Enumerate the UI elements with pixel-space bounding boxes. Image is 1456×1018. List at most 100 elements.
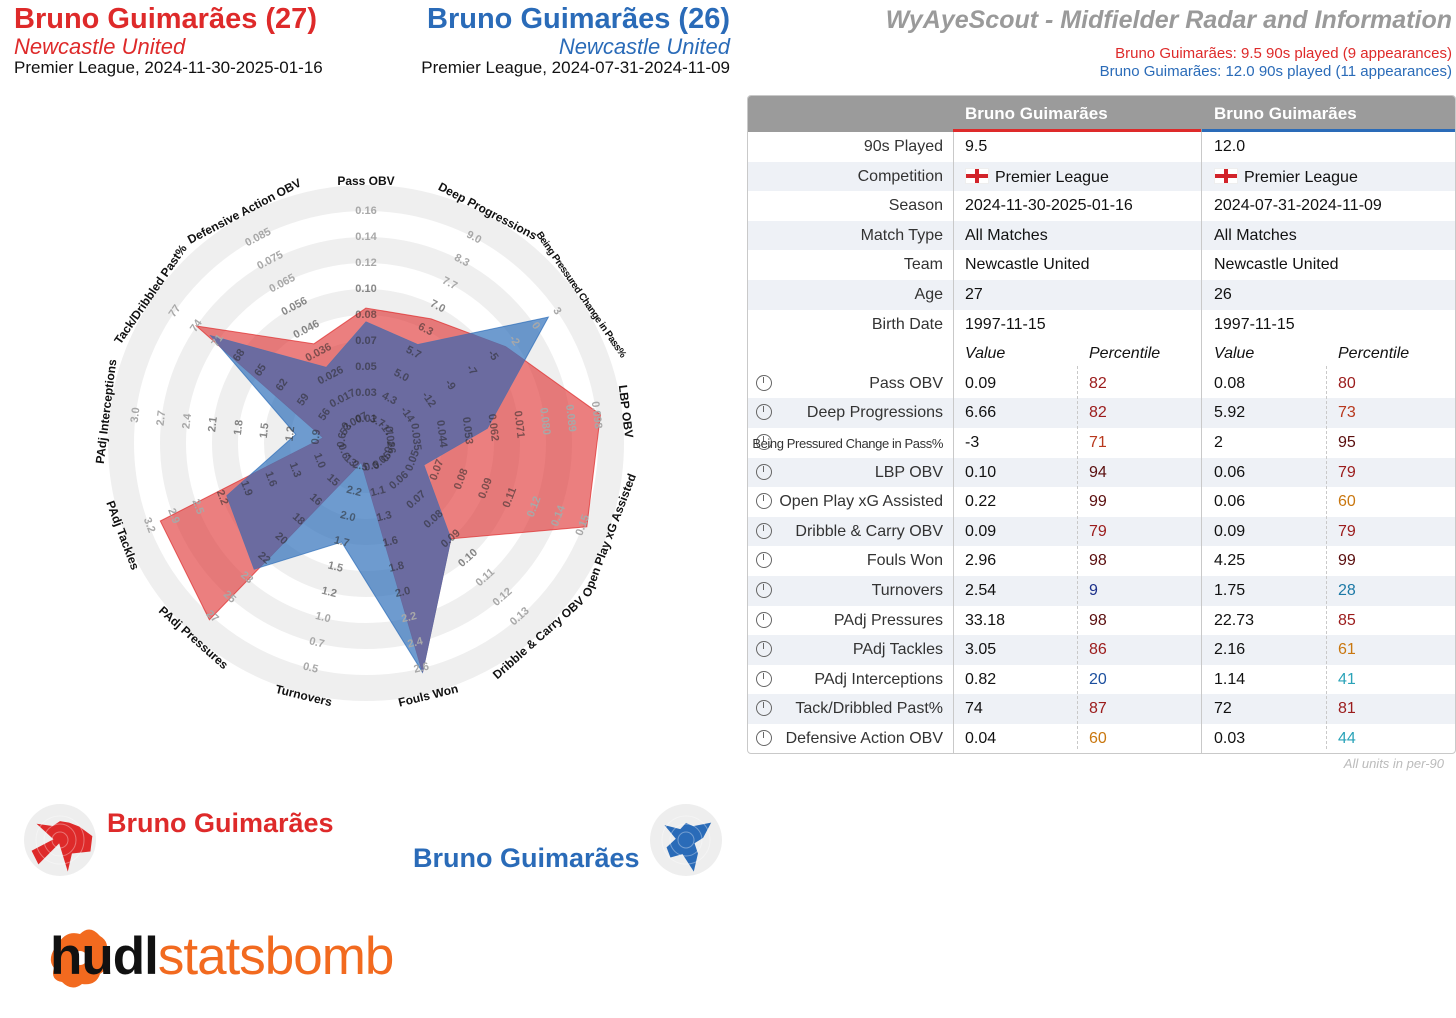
radar-tick-label: 1.5 [258,422,272,439]
radar-tick-label: 1.8 [232,419,246,436]
player2-percentile: 95 [1338,433,1356,451]
radar-tick-label: 68 [231,347,248,364]
radar-tick-label: 3 [550,305,563,317]
radar-tick-label: 0.16 [355,205,376,217]
player2-value: 2024-07-31-2024-11-09 [1214,197,1382,215]
player1-percentile: 99 [1089,493,1107,511]
radar-tick-label: 0.053 [460,416,475,445]
row-label: LBP OBV [874,463,943,481]
radar-tick-label: 2.0 [394,585,412,600]
player1-percentile: 9 [1089,581,1098,599]
percentile-dial-icon [756,581,772,598]
player2-value-text: Newcastle United [1214,256,1339,274]
row-label: Team [903,256,943,274]
radar-tick-label: 2.7 [155,410,169,427]
table-dashed-divider [1077,366,1078,750]
player1-value: 3.05 [965,641,997,659]
radar-tick-label: 0.12 [355,257,376,269]
radar-tick-label: 0.089 [563,404,578,433]
player1-played-summary: Bruno Guimarães: 9.5 90s played (9 appea… [1115,45,1452,62]
legend-player2-label: Bruno Guimarães [413,843,640,873]
table-row: PAdj Interceptions 0.82 20 1.14 41 [748,665,1455,695]
player1-value: 2024-11-30-2025-01-16 [965,197,1133,215]
radar-tick-label: 0.05 [355,361,376,373]
radar-tick-label: 1.1 [369,484,387,499]
radar-tick-label: 2.6 [413,661,431,676]
player1-percentile-header: Percentile [1089,345,1161,363]
units-footnote: All units in per-90 [1343,756,1444,771]
radar-tick-label: 71 [209,332,226,349]
radar-tick-label: 1.7 [333,534,351,549]
table-row: Defensive Action OBV 0.04 60 0.03 44 [748,724,1455,754]
table-row: Fouls Won 2.96 98 4.25 99 [748,546,1455,576]
comparison-table: Bruno Guimarães Bruno Guimarães 90s Play… [747,95,1456,755]
player1-percentile: 71 [1089,433,1107,451]
player1-value: 2.54 [965,581,997,599]
player2-value: Premier League [1214,167,1358,187]
player1-value: 2.96 [965,552,997,570]
percentile-dial-icon [756,522,772,539]
player2-value: 5.92 [1214,404,1246,422]
player1-percentile: 94 [1089,463,1107,481]
radar-tick-label: 0.080 [537,407,552,436]
table-row: Season 2024-11-30-2025-01-16 2024-07-31-20… [748,191,1455,221]
player2-value: 1.14 [1214,670,1246,688]
radar-tick-label: 2.4 [406,635,425,651]
row-label: Dribble & Carry OBV [795,522,943,540]
player2-value: 2.16 [1214,641,1246,659]
player2-value: All Matches [1214,227,1297,245]
player2-value: 4.25 [1214,552,1246,570]
table-row: 90s Played 9.5 12.0 [748,132,1455,162]
table-row: Team Newcastle United Newcastle United [748,250,1455,280]
row-label: Birth Date [871,315,943,333]
radar-tick-label: 3.0 [129,407,143,424]
table-row: Tack/Dribbled Past% 74 87 72 81 [748,694,1455,724]
england-flag-icon [1214,167,1238,184]
radar-tick-label: 0 [529,320,542,332]
player1-value-header: Value [965,345,1006,363]
radar-tick-label: 0.01 [355,413,376,425]
player2-value-text: 26 [1214,285,1232,303]
player2-percentile-header: Percentile [1338,345,1410,363]
player1-value: All Matches [965,227,1048,245]
player2-value-text: 12.0 [1214,138,1246,155]
england-flag-icon [965,167,989,184]
radar-tick-label: 65 [252,362,269,379]
percentile-dial-icon [756,374,772,391]
player1-value: 9.5 [965,138,987,156]
table-header: Bruno Guimarães Bruno Guimarães [748,96,1455,132]
radar-tick-label: 77 [167,303,184,320]
table-col-player2: Bruno Guimarães [1214,104,1357,123]
radar-tick-label: 0.08 [355,309,376,321]
radar-tick-label: 0.026 [382,426,397,455]
player2-value-header: Value [1214,345,1255,363]
radar-tick-label: 2.2 [214,488,231,507]
radar-tick-label: 0.9 [363,459,381,474]
player2-value: 26 [1214,286,1232,304]
player1-percentile: 20 [1089,670,1107,688]
row-label: Turnovers [871,581,943,599]
radar-tick-label: 0.6 [335,442,352,461]
row-label: PAdj Pressures [833,611,943,629]
player2-percentile: 28 [1338,581,1356,599]
player2-percentile: 81 [1338,700,1356,718]
player1-value: Newcastle United [965,256,1090,274]
percentile-dial-icon [756,552,772,569]
radar-tick-label: 0.6 [335,432,349,449]
radar-tick-label: 1.9 [238,479,255,498]
player2-percentile: 79 [1338,522,1356,540]
player2-percentile: 41 [1338,670,1356,688]
player1-team: Newcastle United [14,34,186,59]
table-body: 90s Played 9.5 12.0 Competition Premier Leag… [748,132,1455,753]
player2-percentile: 44 [1338,729,1356,747]
player1-value: 1997-11-15 [965,316,1046,334]
player2-team: Newcastle United [558,34,730,59]
player1-value-text: All Matches [965,226,1048,244]
row-label: Defensive Action OBV [785,729,943,747]
player1-title: Bruno Guimarães (27) [14,3,317,35]
radar-tick-label: 1.0 [311,451,328,470]
player2-percentile: 60 [1338,493,1356,511]
table-subheader: Value Percentile Value Percentile [748,339,1455,369]
player1-value: 74 [965,700,983,718]
series-overlap-area [210,317,549,673]
